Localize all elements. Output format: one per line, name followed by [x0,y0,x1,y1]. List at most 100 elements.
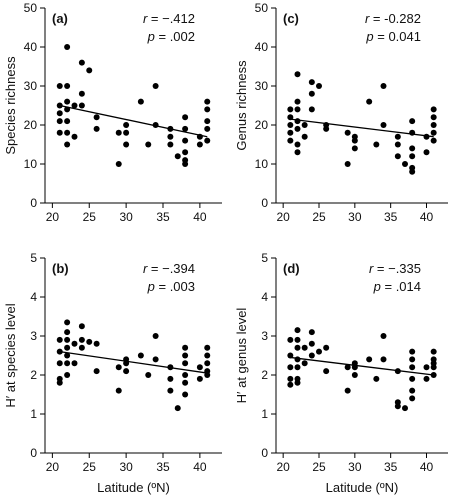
r-statistic: r = −.412 [143,11,195,26]
data-point [182,360,189,367]
y-tick-label: 4 [30,290,37,304]
x-tick-label: 35 [156,210,170,224]
data-point [316,83,322,89]
data-point [115,161,122,167]
data-point [64,372,71,378]
data-point [56,83,63,89]
p-value: p = .002 [147,29,195,44]
y-tick-label: 3 [261,329,268,343]
y-tick-label: 1 [30,407,37,421]
data-point [78,323,85,330]
data-point [294,356,301,363]
data-point [123,122,130,128]
data-point [64,319,71,326]
data-point [182,379,189,386]
p-value: p = .014 [373,279,421,294]
data-point [204,98,211,105]
data-point [167,141,174,148]
data-point [167,125,174,132]
data-point [182,372,189,378]
y-axis-label: H′ at genus level [234,308,249,404]
data-point [287,352,294,359]
data-point [351,145,358,152]
x-tick-label: 40 [193,460,207,474]
x-tick-label: 35 [156,460,170,474]
data-point [344,161,351,167]
data-point [287,364,294,371]
data-point [308,352,315,359]
data-point [56,348,63,355]
x-tick-label: 20 [276,460,290,474]
r-statistic: r = −.394 [143,261,195,276]
y-tick-label: 5 [30,251,37,265]
data-point [64,44,71,50]
data-point [294,106,301,113]
data-point [152,122,159,128]
y-axis-label: H′ at species level [3,303,18,407]
data-point [71,102,78,109]
data-point [366,356,373,363]
chart-panel-1: 0 10 20 30 40 50 20 25 30 35 40 Genus richness (c) r … [234,1,448,224]
data-point [93,368,100,375]
y-tick-label: 10 [24,157,38,171]
data-point [409,168,416,175]
data-point [323,344,330,351]
y-tick-label: 3 [30,329,37,343]
data-point [301,360,308,367]
data-point [145,372,152,378]
data-point [380,356,387,363]
data-point [323,368,330,375]
data-point [64,329,71,336]
data-point [287,375,294,382]
data-point [394,141,401,148]
data-point [93,125,100,132]
data-point [409,348,416,355]
data-point [287,137,294,144]
x-tick-label: 25 [83,210,97,224]
data-point [145,141,152,148]
data-point [64,129,71,136]
data-point [430,364,437,371]
panel-label: (b) [52,261,69,276]
data-point [64,336,71,343]
r-statistic: r = -0.282 [365,11,421,26]
y-tick-label: 20 [255,118,269,132]
chart-panel-0: 0 10 20 30 40 50 20 25 30 35 40 Species richness (a)… [3,1,222,224]
x-tick-label: 30 [348,460,362,474]
x-tick-label: 20 [46,460,60,474]
data-point [115,129,122,136]
data-point [64,352,71,359]
data-point [323,125,330,132]
data-point [64,344,71,351]
data-point [78,344,85,351]
data-point [351,364,358,371]
data-point [402,161,408,167]
data-point [430,106,437,113]
x-tick-label: 40 [420,460,434,474]
y-tick-label: 0 [30,446,37,460]
data-point [64,360,71,367]
data-point [394,133,401,140]
data-point [294,141,301,148]
data-point [430,372,437,378]
x-tick-label: 30 [348,210,362,224]
data-point [182,344,189,351]
data-point [137,98,144,105]
data-point [294,149,301,156]
data-point [287,106,294,113]
data-point [78,102,85,109]
r-statistic: r = −.335 [369,261,421,276]
data-point [409,129,416,136]
data-point [409,387,416,394]
x-axis-label: Latitude (ºN) [326,480,399,495]
data-point [430,122,437,128]
data-point [123,368,130,375]
p-value: p = .003 [147,279,195,294]
data-point [366,98,373,105]
data-point [115,387,122,394]
data-point [71,360,78,367]
data-point [64,83,71,89]
data-point [308,329,315,336]
y-tick-label: 0 [30,196,37,210]
